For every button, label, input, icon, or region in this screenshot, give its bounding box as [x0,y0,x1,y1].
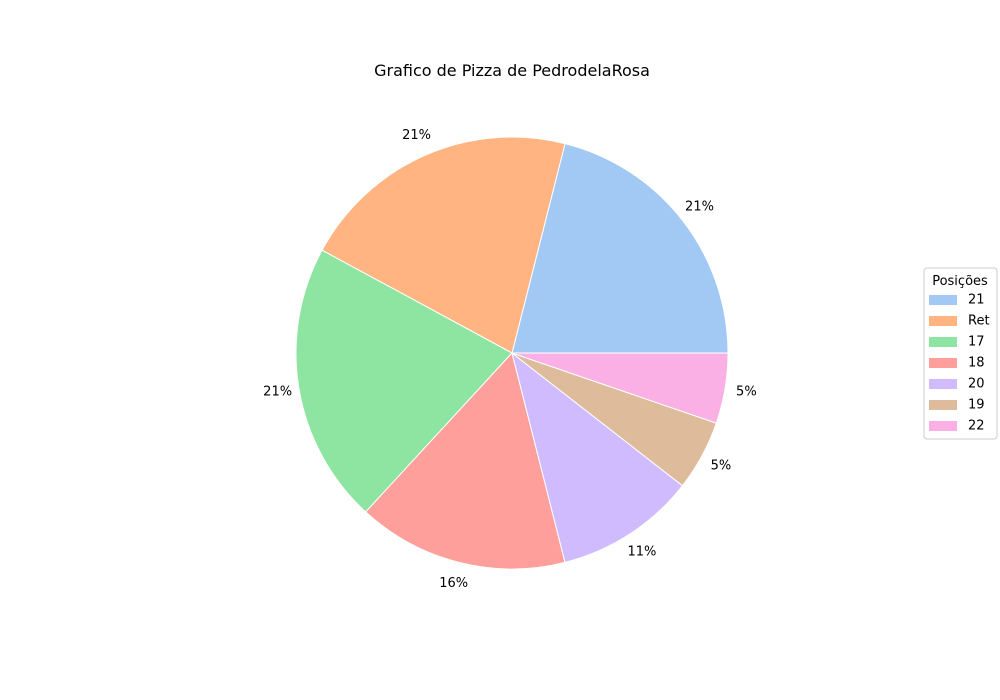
legend-frame [923,267,998,440]
percent-label-ret: 21% [402,128,431,143]
legend-label-19: 19 [968,398,985,413]
pie-slice-18 [365,351,566,570]
pie-slices [295,136,729,570]
pie-slice-20 [511,351,684,563]
legend-swatch-18 [929,358,957,368]
percent-label-18: 16% [439,576,468,591]
legend-label-20: 20 [968,377,985,392]
chart-title: Grafico de Pizza de PedrodelaRosa [374,61,650,80]
pie-slice-22 [511,352,729,424]
percent-label-17: 21% [263,385,292,400]
legend-swatch-21 [929,295,957,305]
percent-label-21: 21% [685,200,714,215]
legend-label-22: 22 [968,419,985,434]
pie-slice-ret [321,136,566,354]
pie-slice-17 [295,249,513,513]
legend-label-ret: Ret [968,314,990,329]
percent-labels: 21% 21% 21% 16% 11% 5% 5% [263,128,756,591]
pie-slice-21 [511,143,729,354]
percent-label-22: 5% [736,385,757,400]
percent-label-20: 11% [627,544,656,559]
percent-label-19: 5% [711,459,732,474]
legend-swatch-20 [929,379,957,389]
legend-label-18: 18 [968,356,985,371]
legend-swatch-22 [929,421,957,431]
legend: Posições 21 Ret 17 18 20 19 22 [923,267,998,440]
legend-items: 21 Ret 17 18 20 19 22 [929,293,990,434]
legend-swatch-ret [929,316,957,326]
legend-swatch-19 [929,400,957,410]
legend-label-21: 21 [968,293,985,308]
legend-title: Posições [932,274,988,289]
legend-label-17: 17 [968,335,985,350]
legend-swatch-17 [929,337,957,347]
